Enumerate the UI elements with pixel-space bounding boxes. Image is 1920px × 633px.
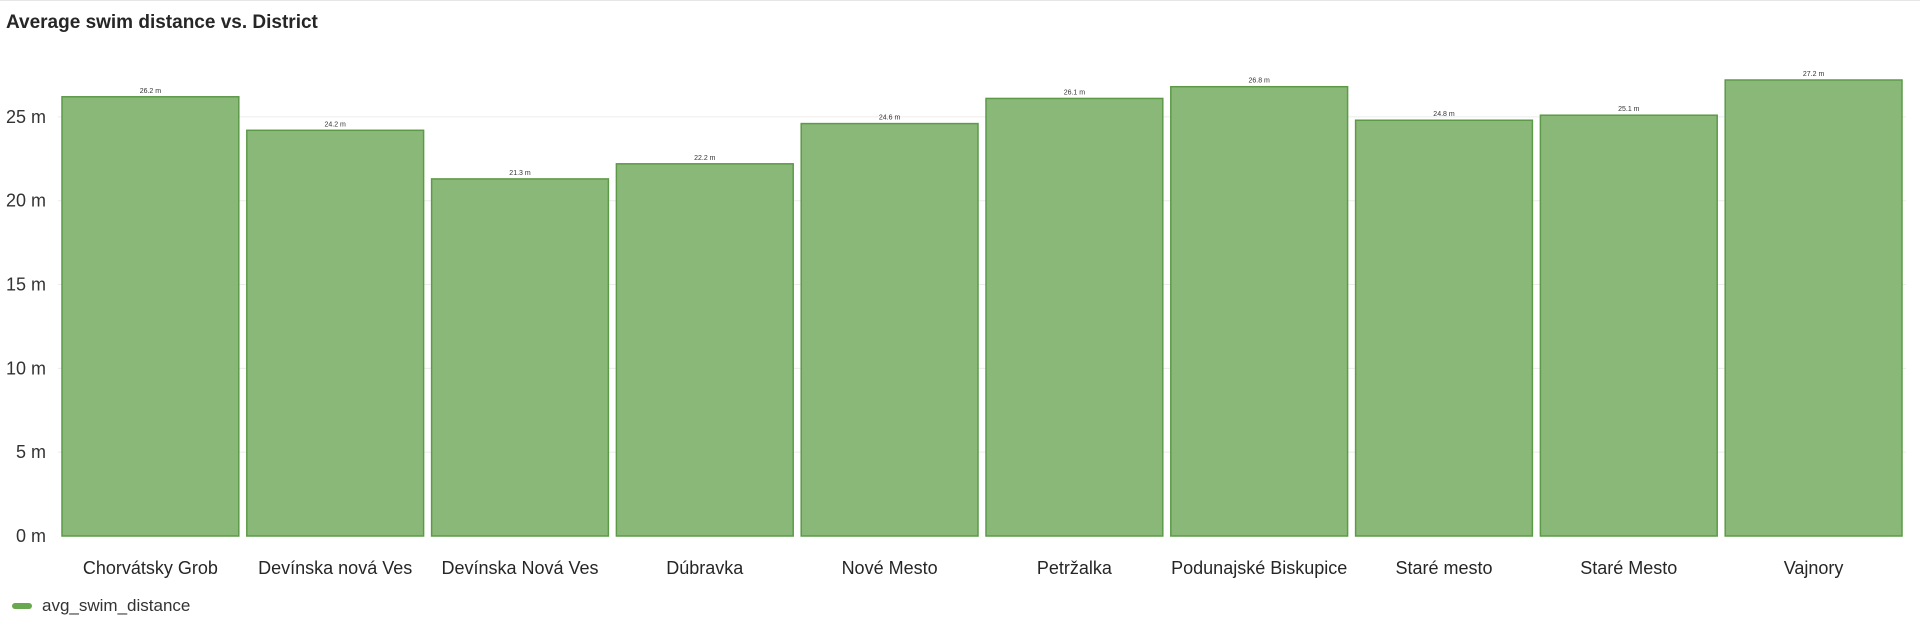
legend-label: avg_swim_distance	[42, 596, 191, 615]
bar-value-label: 24.8 m	[1433, 111, 1455, 118]
x-tick-label: Staré Mesto	[1580, 558, 1677, 578]
y-tick-label: 5 m	[16, 442, 46, 462]
y-tick-label: 25 m	[6, 107, 46, 127]
bar-value-label: 26.2 m	[140, 88, 162, 95]
bar[interactable]	[1724, 79, 1903, 537]
x-tick-label: Vajnory	[1784, 558, 1844, 578]
bar[interactable]	[985, 97, 1164, 537]
bar[interactable]	[61, 96, 240, 537]
bar[interactable]	[1354, 119, 1534, 537]
bar[interactable]	[615, 163, 794, 537]
bar-value-label: 21.3 m	[509, 170, 531, 177]
top-border	[0, 0, 1920, 1]
x-tick-label: Devínska nová Ves	[258, 558, 412, 578]
bar-value-label: 27.2 m	[1803, 71, 1825, 78]
x-tick-label: Petržalka	[1037, 558, 1113, 578]
legend-swatch	[12, 603, 32, 609]
bar-value-label: 25.1 m	[1618, 106, 1640, 113]
y-tick-label: 15 m	[6, 275, 46, 295]
bar[interactable]	[430, 178, 610, 537]
bar-value-label: 24.2 m	[324, 121, 346, 128]
legend[interactable]: avg_swim_distance	[12, 596, 190, 616]
y-tick-label: 0 m	[16, 526, 46, 546]
bar-value-label: 26.8 m	[1248, 78, 1270, 85]
bar-value-label: 22.2 m	[694, 155, 716, 162]
bar[interactable]	[1170, 85, 1349, 537]
y-tick-label: 20 m	[6, 191, 46, 211]
x-tick-label: Staré mesto	[1395, 558, 1492, 578]
bar[interactable]	[246, 129, 425, 537]
bar-value-label: 26.1 m	[1064, 89, 1086, 96]
bar[interactable]	[1539, 114, 1718, 537]
x-tick-label: Devínska Nová Ves	[441, 558, 598, 578]
y-tick-label: 10 m	[6, 358, 46, 378]
bar[interactable]	[800, 122, 979, 537]
chart-title: Average swim distance vs. District	[6, 12, 318, 33]
x-tick-label: Chorvátsky Grob	[83, 558, 218, 578]
x-tick-label: Dúbravka	[666, 558, 744, 578]
x-tick-label: Podunajské Biskupice	[1171, 558, 1347, 578]
bar-value-label: 24.6 m	[879, 115, 901, 122]
x-tick-label: Nové Mesto	[842, 558, 938, 578]
